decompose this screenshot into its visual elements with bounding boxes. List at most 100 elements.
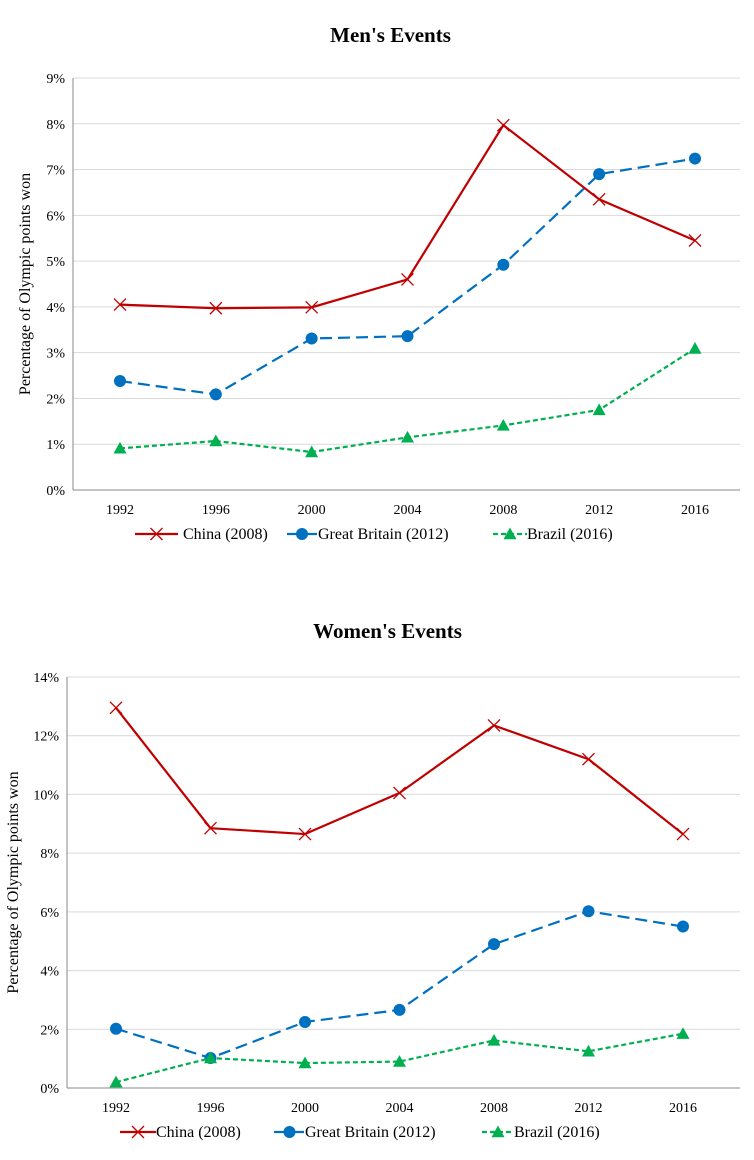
data-point xyxy=(488,938,500,951)
legend-label: Great Britain (2012) xyxy=(305,1124,436,1141)
y-tick-label: 4% xyxy=(46,301,65,316)
data-point xyxy=(676,1027,690,1039)
data-point xyxy=(487,718,501,732)
data-point xyxy=(305,445,319,458)
legend-entry: Great Britain (2012) xyxy=(274,1124,436,1141)
data-point xyxy=(496,118,510,132)
series-line xyxy=(119,157,696,396)
y-tick-label: 2% xyxy=(46,392,65,407)
data-point xyxy=(114,375,126,388)
legend-entry: China (2008) xyxy=(135,526,268,543)
y-tick-label: 6% xyxy=(46,209,65,224)
data-point xyxy=(593,168,606,181)
data-point xyxy=(688,342,702,354)
data-point xyxy=(401,430,414,443)
y-tick-label: 8% xyxy=(40,847,59,862)
data-point xyxy=(113,298,127,312)
data-point xyxy=(204,821,217,835)
data-point xyxy=(299,1015,311,1028)
data-point xyxy=(305,332,318,345)
data-point xyxy=(393,1055,406,1067)
x-tick-label: 2012 xyxy=(575,1101,603,1116)
y-tick-label: 1% xyxy=(46,438,65,453)
data-point xyxy=(209,388,222,401)
legend-entry: China (2008) xyxy=(120,1124,241,1141)
data-point xyxy=(582,752,595,766)
x-tick-label: 2004 xyxy=(394,503,422,518)
y-tick-label: 2% xyxy=(40,1023,59,1038)
y-tick-label: 10% xyxy=(33,788,59,803)
chart-title: Men's Events xyxy=(330,23,451,47)
x-tick-label: 2008 xyxy=(480,1101,508,1116)
x-tick-label: 2008 xyxy=(489,503,517,518)
series-china-2008 xyxy=(113,118,702,315)
x-tick-label: 1992 xyxy=(102,1101,130,1116)
series-china-2008 xyxy=(109,701,690,841)
x-tick-label: 2012 xyxy=(585,503,613,518)
y-tick-label: 4% xyxy=(40,965,59,980)
x-tick-label: 2016 xyxy=(681,503,709,518)
series-great-britain-2012 xyxy=(114,152,701,401)
legend-marker xyxy=(283,1126,296,1138)
y-tick-label: 12% xyxy=(33,730,59,745)
y-axis-label: Percentage of Olympic points won xyxy=(5,771,22,993)
x-tick-label: 2016 xyxy=(669,1101,697,1116)
data-point xyxy=(110,1022,122,1035)
legend-entry: Brazil (2016) xyxy=(482,1124,600,1141)
data-point xyxy=(393,1003,406,1016)
data-point xyxy=(401,330,414,343)
x-tick-label: 2000 xyxy=(291,1101,319,1116)
data-point xyxy=(496,418,510,431)
y-tick-label: 14% xyxy=(33,671,59,686)
data-point xyxy=(298,827,312,841)
data-point xyxy=(592,192,606,206)
data-point xyxy=(401,272,414,286)
data-point xyxy=(582,1044,595,1057)
data-point xyxy=(204,1051,217,1064)
y-tick-label: 0% xyxy=(46,484,65,499)
legend-label: China (2008) xyxy=(156,1124,241,1141)
data-point xyxy=(497,258,510,271)
data-point xyxy=(676,827,690,841)
data-point xyxy=(209,434,223,447)
data-point xyxy=(582,905,595,918)
series-brazil-2016 xyxy=(113,342,702,458)
data-point xyxy=(113,441,127,454)
data-point xyxy=(487,1033,501,1046)
x-tick-label: 1992 xyxy=(106,503,134,518)
data-point xyxy=(677,920,689,933)
data-point xyxy=(688,234,702,247)
legend-marker xyxy=(150,527,163,541)
legend-marker xyxy=(503,527,517,540)
womens-events-chart: Women's Events 0% 2% 4% 6% 8% 10% 12% 14% 1992 199… xyxy=(5,619,740,1141)
data-point xyxy=(209,301,223,315)
legend-label: Great Britain (2012) xyxy=(318,526,449,543)
y-tick-label: 3% xyxy=(46,347,65,362)
y-tick-label: 7% xyxy=(46,164,65,179)
x-tick-label: 2004 xyxy=(386,1101,414,1116)
data-point xyxy=(305,300,319,314)
legend-entry: Brazil (2016) xyxy=(493,526,613,543)
y-tick-label: 9% xyxy=(46,72,65,87)
series-great-britain-2012 xyxy=(110,905,689,1065)
legend-marker xyxy=(296,528,308,540)
y-tick-label: 5% xyxy=(46,255,65,270)
data-point xyxy=(592,403,606,416)
data-point xyxy=(109,701,123,715)
data-point xyxy=(109,1075,123,1088)
series-line xyxy=(115,707,684,836)
x-tick-label: 2000 xyxy=(298,503,326,518)
legend-label: Brazil (2016) xyxy=(527,526,613,543)
y-tick-label: 0% xyxy=(40,1082,59,1097)
data-point xyxy=(393,786,406,800)
series-line xyxy=(115,910,684,1060)
legend-label: Brazil (2016) xyxy=(514,1124,600,1141)
mens-events-chart: Men's Events 0% 1% 2% 3% 4% 5% 6% 7% 8% 9% 1992 1996… xyxy=(17,23,740,543)
series-brazil-2016 xyxy=(109,1027,690,1088)
y-tick-label: 6% xyxy=(40,906,59,921)
x-tick-label: 1996 xyxy=(202,503,230,518)
y-tick-label: 8% xyxy=(46,118,65,133)
data-point xyxy=(689,152,701,165)
x-tick-label: 1996 xyxy=(197,1101,225,1116)
